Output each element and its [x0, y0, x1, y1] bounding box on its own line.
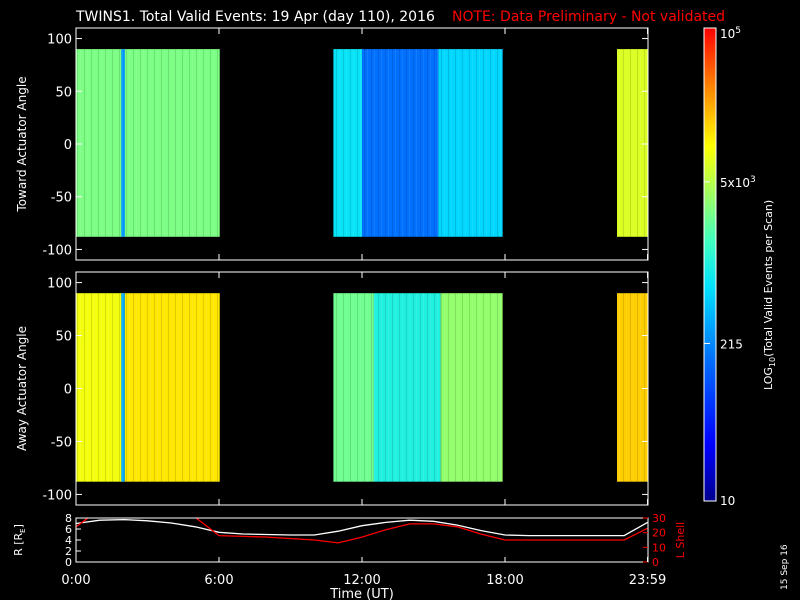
xtick-label-2: 6:00 — [204, 573, 233, 588]
ytick-label-2-1: 100 — [47, 277, 72, 292]
orbit-ytick-right-label-4: 0 — [652, 556, 659, 569]
colorbar-label: LOG10(Total Valid Events per Scan) — [762, 200, 777, 390]
orbit-ytick-label-2: 6 — [65, 523, 72, 536]
ytick-label-1-2: 50 — [55, 85, 72, 100]
colorbar-tick-label-3: 5x103 — [720, 175, 756, 190]
orbit-series-line-1 — [76, 518, 648, 537]
footer-date: 15 Sep 16 — [780, 544, 790, 590]
ylabel-panel-1: Toward Actuator Angle — [15, 76, 29, 212]
ytick-label-1-4: -50 — [51, 191, 72, 206]
ytick-label-1-3: 0 — [64, 138, 72, 153]
orbit-ytick-right-label-2: 20 — [652, 527, 666, 540]
orbit-ylabel: R [RE] — [12, 524, 27, 556]
xtick-label-5: 23:59 — [629, 573, 666, 588]
colorbar-tick-label-4: 105 — [720, 26, 741, 41]
colorbar-tick-sup-4: 5 — [735, 26, 741, 36]
xtick-label-4: 18:00 — [486, 573, 523, 588]
heatmap-panel-1: 100 50 0 -50 -100 Toward Actuator Angle — [15, 27, 649, 261]
colorbar-scale — [703, 27, 717, 502]
ytick-label-2-2: 50 — [55, 330, 72, 345]
colorbar-tick-label-2: 215 — [720, 337, 743, 351]
colorbar-tick-text-1: 10 — [720, 494, 735, 508]
heatmap-texture-1-1 — [76, 49, 220, 237]
heatmap-texture-2-2 — [333, 293, 503, 482]
heatmap-texture-2-3 — [617, 293, 648, 482]
ytick-label-2-5: -100 — [42, 488, 72, 503]
heatmap-panel-2: 100 50 0 -50 -100 Away Actuator Angle — [15, 271, 649, 506]
orbit-ylabel-main: R [R — [12, 532, 25, 555]
ytick-label-1-5: -100 — [42, 243, 72, 258]
colorbar-tick-label-1: 10 — [720, 494, 735, 508]
orbit-ylabel-right: L Shell — [674, 522, 687, 558]
ylabel-panel-2: Away Actuator Angle — [15, 326, 29, 451]
colorbar-tick-text-4: 10 — [720, 27, 735, 41]
orbit-ytick-label-4: 2 — [65, 545, 72, 558]
orbit-ytick-label-1: 8 — [65, 512, 72, 525]
ytick-label-2-4: -50 — [51, 435, 72, 450]
xtick-label-1: 0:00 — [61, 573, 90, 588]
ytick-label-2-3: 0 — [64, 383, 72, 398]
orbit-ylabel-end: ] — [12, 524, 25, 528]
preliminary-note: NOTE: Data Preliminary - Not validated — [452, 9, 725, 25]
heatmap-texture-2-1 — [76, 293, 220, 482]
colorbar-tick-text-3: 5x10 — [720, 176, 750, 190]
orbit-ytick-label-3: 4 — [65, 534, 72, 547]
colorbar-label-rest: (Total Valid Events per Scan) — [762, 200, 775, 357]
colorbar-label-sub: 10 — [768, 357, 777, 367]
orbit-series-line-2 — [76, 518, 648, 544]
heatmap-texture-1-2 — [333, 49, 503, 237]
xtick-label-3: 12:00 — [343, 573, 380, 588]
orbit-ylabel-sub: E — [19, 528, 27, 532]
heatmap-texture-1-3 — [617, 49, 648, 237]
xlabel: Time (UT) — [329, 587, 394, 600]
orbit-ytick-label-5: 0 — [65, 556, 72, 569]
colorbar-tick-text-2: 215 — [720, 337, 743, 351]
ytick-label-1-1: 100 — [47, 33, 72, 48]
orbit-ytick-right-label-3: 10 — [652, 541, 666, 554]
orbit-ytick-right-label-1: 30 — [652, 512, 666, 525]
figure-title: TWINS1. Total Valid Events: 19 Apr (day … — [75, 9, 435, 25]
colorbar-tick-sup-3: 3 — [750, 175, 756, 185]
colorbar-label-main: LOG — [762, 367, 775, 390]
